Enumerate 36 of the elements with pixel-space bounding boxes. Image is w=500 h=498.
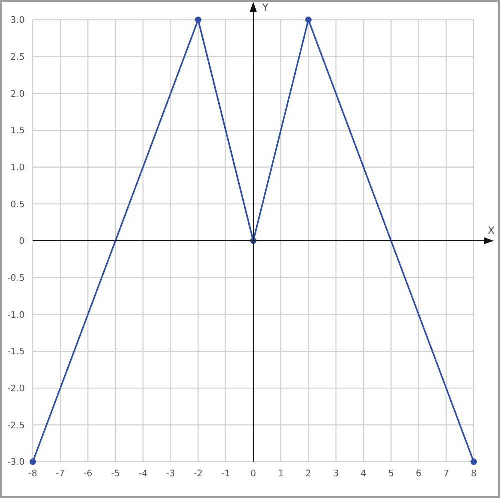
y-tick-label: -1.0: [7, 310, 26, 321]
y-tick-label: 3.0: [10, 16, 26, 26]
y-tick-label: -3.0: [7, 458, 26, 468]
y-tick-label: -1.5: [7, 348, 25, 358]
x-tick-label: -7: [56, 469, 66, 480]
y-tick-label: 1.5: [10, 126, 25, 137]
point: [30, 458, 36, 466]
y-axis-title: Y: [262, 3, 270, 14]
x-tick-label: 2: [306, 469, 312, 480]
x-tick-label: -8: [28, 469, 38, 480]
y-tick-label: -2.5: [7, 421, 25, 432]
y-tick-label: 2.0: [10, 90, 26, 100]
y-tick-label: -2.0: [7, 384, 26, 395]
x-tick-label: -2: [194, 469, 203, 480]
y-tick-label: -0.5: [7, 274, 25, 284]
x-tick-label: -3: [166, 469, 176, 480]
x-tick-label: 0: [250, 469, 257, 480]
x-tick-label: 1: [278, 469, 284, 480]
point: [195, 16, 202, 24]
x-axis-title: X: [488, 226, 495, 237]
x-tick-label: 5: [388, 469, 394, 480]
y-tick-label: 1.0: [10, 164, 26, 174]
y-tick-label: 0: [19, 237, 26, 248]
point: [470, 458, 478, 466]
x-tick-label: -4: [138, 469, 148, 480]
x-tick-label: 3: [333, 469, 340, 480]
x-tick-label: -1: [221, 469, 230, 480]
x-tick-label: -6: [84, 469, 93, 480]
x-tick-label: 8: [471, 469, 478, 480]
x-tick-label: -5: [111, 469, 120, 480]
x-tick-label: 6: [416, 469, 422, 480]
point: [305, 16, 312, 24]
x-tick-label: 4: [360, 469, 367, 480]
x-tick-label: 7: [444, 469, 450, 480]
y-tick-label: 0.5: [10, 200, 25, 210]
y-tick-label: 2.5: [10, 53, 25, 64]
